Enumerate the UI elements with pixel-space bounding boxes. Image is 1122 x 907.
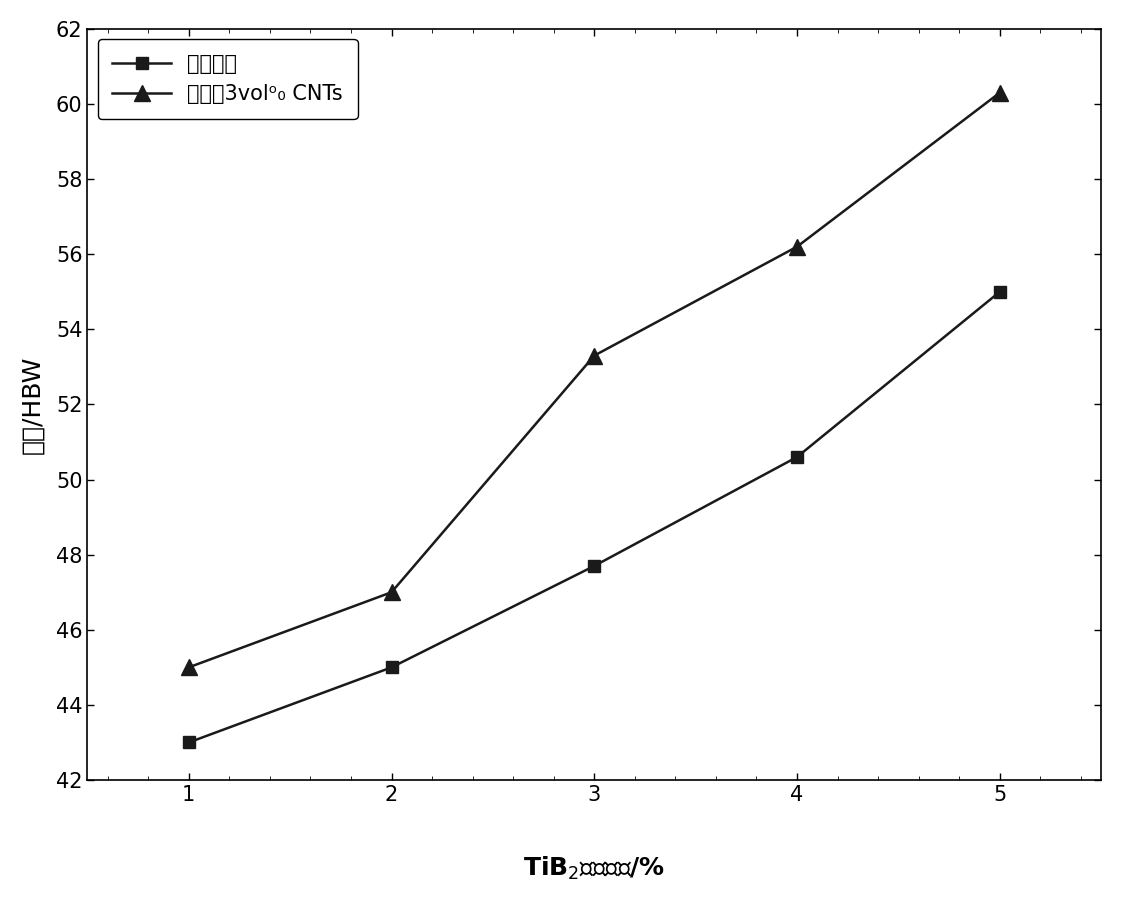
单一颗粒	[182, 737, 195, 748]
单一颗粒	[790, 452, 803, 463]
单一颗粒	[993, 287, 1006, 297]
Y-axis label: 硬度/HBW: 硬度/HBW	[21, 356, 45, 454]
颗粒＋3volᵒ₀ CNTs	[993, 87, 1006, 98]
单一颗粒	[385, 662, 398, 673]
单一颗粒	[588, 561, 601, 571]
颗粒＋3volᵒ₀ CNTs	[790, 241, 803, 252]
颗粒＋3volᵒ₀ CNTs	[588, 350, 601, 361]
Line: 单一颗粒: 单一颗粒	[183, 286, 1006, 748]
颗粒＋3volᵒ₀ CNTs	[385, 587, 398, 598]
颗粒＋3volᵒ₀ CNTs	[182, 662, 195, 673]
Text: TiB$_2$体积分数/%: TiB$_2$体积分数/%	[523, 855, 665, 883]
Line: 颗粒＋3volᵒ₀ CNTs: 颗粒＋3volᵒ₀ CNTs	[181, 85, 1008, 675]
Legend: 单一颗粒, 颗粒＋3volᵒ₀ CNTs: 单一颗粒, 颗粒＋3volᵒ₀ CNTs	[98, 39, 358, 119]
